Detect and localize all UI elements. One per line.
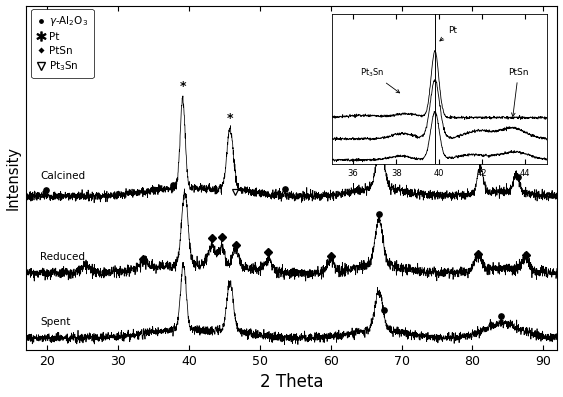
X-axis label: 2 Theta: 2 Theta <box>260 374 324 391</box>
Text: *: * <box>227 112 234 125</box>
Text: Spent: Spent <box>41 316 70 326</box>
Legend: $\gamma$-Al$_2$O$_3$, Pt, PtSn, Pt$_3$Sn: $\gamma$-Al$_2$O$_3$, Pt, PtSn, Pt$_3$Sn <box>32 9 93 78</box>
Text: *: * <box>180 81 186 93</box>
Text: *: * <box>477 149 484 162</box>
Y-axis label: Intensity: Intensity <box>6 146 21 210</box>
Text: *: * <box>377 129 383 142</box>
Text: Calcined: Calcined <box>41 171 86 181</box>
Text: Reduced: Reduced <box>41 252 85 262</box>
Text: *: * <box>513 154 520 167</box>
